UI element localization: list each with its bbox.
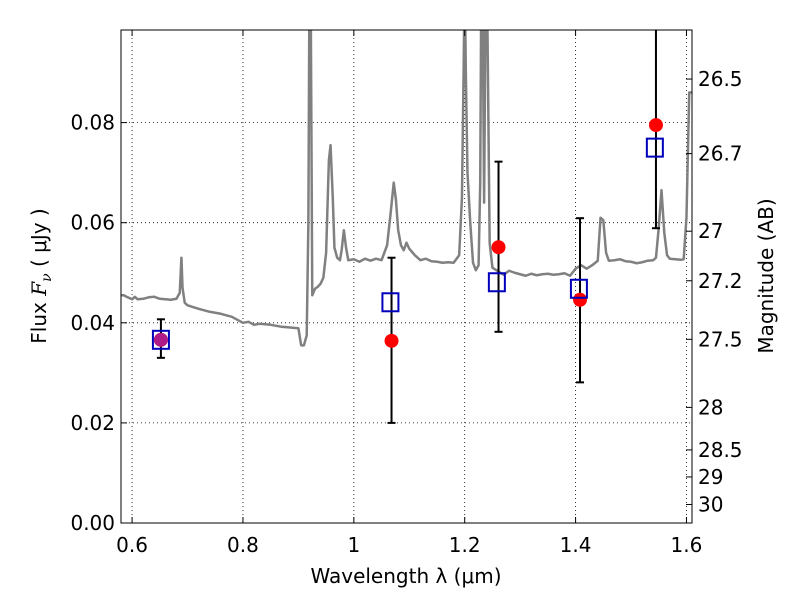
observed-point bbox=[648, 118, 663, 133]
observed-point bbox=[573, 292, 588, 307]
mag-tick-label: 28 bbox=[698, 395, 723, 419]
y-tick-label: 0.00 bbox=[70, 511, 115, 535]
y-tick-label: 0.02 bbox=[70, 411, 115, 435]
model-point bbox=[569, 278, 588, 299]
x-tick-label: 1.4 bbox=[560, 533, 592, 557]
data-points bbox=[151, 118, 664, 350]
y-tick-label: 0.06 bbox=[70, 211, 115, 235]
x-tick-label: 0.8 bbox=[227, 533, 259, 557]
mag-tick-label: 26.5 bbox=[698, 67, 743, 91]
observed-point bbox=[491, 240, 506, 255]
overlap-point bbox=[153, 332, 168, 347]
model-point bbox=[645, 137, 664, 158]
y-axis-label-text: Flux Fν ( μJy ) bbox=[27, 208, 55, 343]
mag-tick-label: 27.5 bbox=[698, 327, 743, 351]
y-tick-label: 0.04 bbox=[70, 311, 115, 335]
model-point bbox=[381, 292, 400, 313]
x-tick-label: 1 bbox=[347, 533, 360, 557]
y-tick-label: 0.08 bbox=[70, 111, 115, 135]
y-axis-label-suffix: ( μJy ) bbox=[27, 208, 51, 273]
x-tick-label: 0.6 bbox=[116, 533, 148, 557]
plot-frame bbox=[120, 29, 693, 524]
observed-point bbox=[384, 333, 399, 348]
mag-tick-label: 29 bbox=[698, 465, 723, 489]
mag-tick-label: 28.5 bbox=[698, 438, 743, 462]
mag-tick-label: 30 bbox=[698, 492, 723, 516]
spectrum-line bbox=[121, 30, 692, 347]
plot-area bbox=[121, 30, 692, 523]
x-tick-label: 1.6 bbox=[671, 533, 703, 557]
mag-tick-label: 26.7 bbox=[698, 142, 743, 166]
y-axis-label-subscript: ν bbox=[39, 273, 55, 282]
axis-ticks: 0.6 0.8 1 1.2 1.4 1.6 0.00 0.02 0.04 0.06 0.08 26.5… bbox=[70, 30, 743, 557]
y-axis-label-symbol: F bbox=[27, 281, 51, 297]
y-axis-label-prefix: Flux bbox=[27, 296, 51, 344]
y2-axis-label: Magnitude (AB) bbox=[754, 198, 778, 353]
mag-tick-label: 27 bbox=[698, 219, 723, 243]
model-point bbox=[151, 329, 170, 350]
mag-tick-label: 27.2 bbox=[698, 269, 743, 293]
spectrum-layer bbox=[121, 30, 692, 347]
model-point bbox=[487, 272, 506, 293]
x-tick-label: 1.2 bbox=[449, 533, 481, 557]
y-axis-label: Flux Fν ( μJy ) bbox=[27, 208, 55, 343]
x-axis-label: Wavelength λ (μm) bbox=[310, 564, 501, 588]
